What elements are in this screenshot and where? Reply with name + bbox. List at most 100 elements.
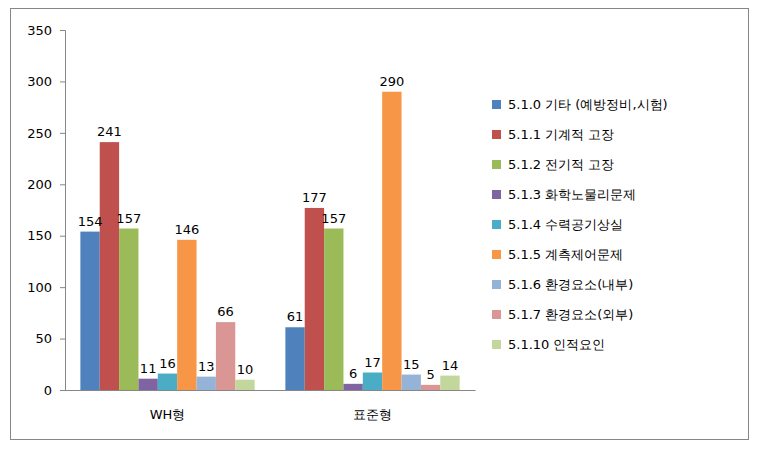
x-axis-line [66, 390, 476, 391]
data-label: 177 [302, 190, 327, 205]
y-tick-mark [60, 81, 65, 82]
data-label: 66 [217, 304, 234, 319]
data-label: 6 [349, 366, 357, 381]
y-tick-mark [60, 30, 65, 31]
y-tick-label: 0 [44, 383, 52, 398]
legend-swatch [492, 310, 501, 319]
data-label: 16 [159, 356, 176, 371]
y-tick-mark [60, 339, 65, 340]
data-label: 157 [116, 211, 141, 226]
data-label: 11 [140, 361, 157, 376]
bar [363, 373, 382, 390]
legend-label: 5.1.0 기타 (예방정비,시험) [508, 97, 668, 112]
bar [440, 376, 459, 390]
x-tick: 표준형 [353, 390, 392, 422]
y-tick: 50 [35, 331, 65, 346]
legend-item: 5.1.4 수력공기상실 [492, 217, 623, 232]
y-tick: 250 [27, 126, 65, 141]
legend-label: 5.1.2 전기적 고장 [508, 157, 614, 172]
data-label: 10 [237, 362, 254, 377]
legend-swatch [492, 160, 501, 169]
y-tick-mark [60, 133, 65, 134]
y-tick: 150 [27, 228, 65, 243]
x-tick-label: 표준형 [353, 407, 392, 422]
y-tick: 350 [27, 23, 65, 38]
legend-label: 5.1.3 화학노물리문제 [508, 187, 636, 202]
data-label: 17 [364, 355, 381, 370]
legend-item: 5.1.1 기계적 고장 [492, 127, 614, 142]
data-label: 13 [198, 359, 215, 374]
bar [216, 322, 235, 390]
y-tick-label: 50 [35, 331, 52, 346]
y-tick: 300 [27, 74, 65, 89]
bars [80, 92, 459, 390]
chart: 154 61 241 177 157 157 11 6 16 17 146 290 13 15 66 5 10 1… [0, 0, 757, 451]
legend-swatch [492, 220, 501, 229]
bar [421, 385, 440, 390]
data-label: 241 [97, 124, 122, 139]
legend-label: 5.1.6 환경요소(내부) [508, 277, 633, 292]
legend-label: 5.1.1 기계적 고장 [508, 127, 614, 142]
y-tick-mark [60, 236, 65, 237]
legend-swatch [492, 190, 501, 199]
data-label: 61 [287, 309, 304, 324]
legend: 5.1.0 기타 (예방정비,시험) 5.1.1 기계적 고장 5.1.2 전기적 … [492, 97, 668, 352]
bar [119, 229, 138, 390]
y-tick-mark [60, 287, 65, 288]
y-tick-mark [60, 390, 65, 391]
x-tick-label: WH형 [150, 407, 186, 422]
legend-item: 5.1.10 인적요인 [492, 337, 605, 352]
data-label: 14 [442, 358, 459, 373]
x-tick: WH형 [150, 390, 186, 422]
y-tick-label: 100 [27, 280, 52, 295]
bar [402, 375, 421, 390]
legend-item: 5.1.5 계측제어문제 [492, 247, 623, 262]
y-tick-label: 250 [27, 126, 52, 141]
data-label: 290 [379, 74, 404, 89]
bar [100, 142, 119, 390]
legend-swatch [492, 340, 501, 349]
y-axis: 0 50 100 150 200 250 300 350 [27, 23, 65, 398]
y-tick-label: 200 [27, 177, 52, 192]
chart-frame [11, 9, 749, 440]
y-axis-line [60, 31, 66, 391]
legend-item: 5.1.3 화학노물리문제 [492, 187, 636, 202]
legend-label: 5.1.4 수력공기상실 [508, 217, 623, 232]
data-label: 154 [78, 214, 103, 229]
legend-swatch [492, 280, 501, 289]
legend-label: 5.1.5 계측제어문제 [508, 247, 623, 262]
data-label: 5 [426, 367, 434, 382]
legend-item: 5.1.2 전기적 고장 [492, 157, 614, 172]
legend-swatch [492, 100, 501, 109]
y-tick: 100 [27, 280, 65, 295]
y-tick-label: 300 [27, 74, 52, 89]
data-label: 15 [403, 357, 420, 372]
data-labels: 154 61 241 177 157 157 11 6 16 17 146 290 13 15 66 5 10 1… [78, 74, 459, 382]
bar [138, 379, 157, 390]
bar [382, 92, 401, 390]
y-tick: 200 [27, 177, 65, 192]
bar [305, 208, 324, 390]
legend-item: 5.1.6 환경요소(내부) [492, 277, 633, 292]
data-label: 157 [321, 211, 346, 226]
y-tick-label: 150 [27, 228, 52, 243]
legend-label: 5.1.7 환경요소(외부) [508, 307, 633, 322]
y-tick-label: 350 [27, 23, 52, 38]
legend-label: 5.1.10 인적요인 [508, 337, 605, 352]
bar [285, 327, 304, 390]
bar [177, 240, 196, 390]
bar [324, 229, 343, 390]
y-tick-mark [60, 184, 65, 185]
legend-item: 5.1.7 환경요소(외부) [492, 307, 633, 322]
bar [80, 232, 99, 390]
legend-swatch [492, 130, 501, 139]
legend-item: 5.1.0 기타 (예방정비,시험) [492, 97, 668, 112]
y-tick: 0 [44, 383, 65, 398]
bar [235, 380, 254, 390]
data-label: 146 [174, 222, 199, 237]
bar [158, 374, 177, 390]
bar [197, 377, 216, 390]
bar [343, 384, 362, 390]
legend-swatch [492, 250, 501, 259]
x-axis: WH형 표준형 [66, 390, 476, 422]
